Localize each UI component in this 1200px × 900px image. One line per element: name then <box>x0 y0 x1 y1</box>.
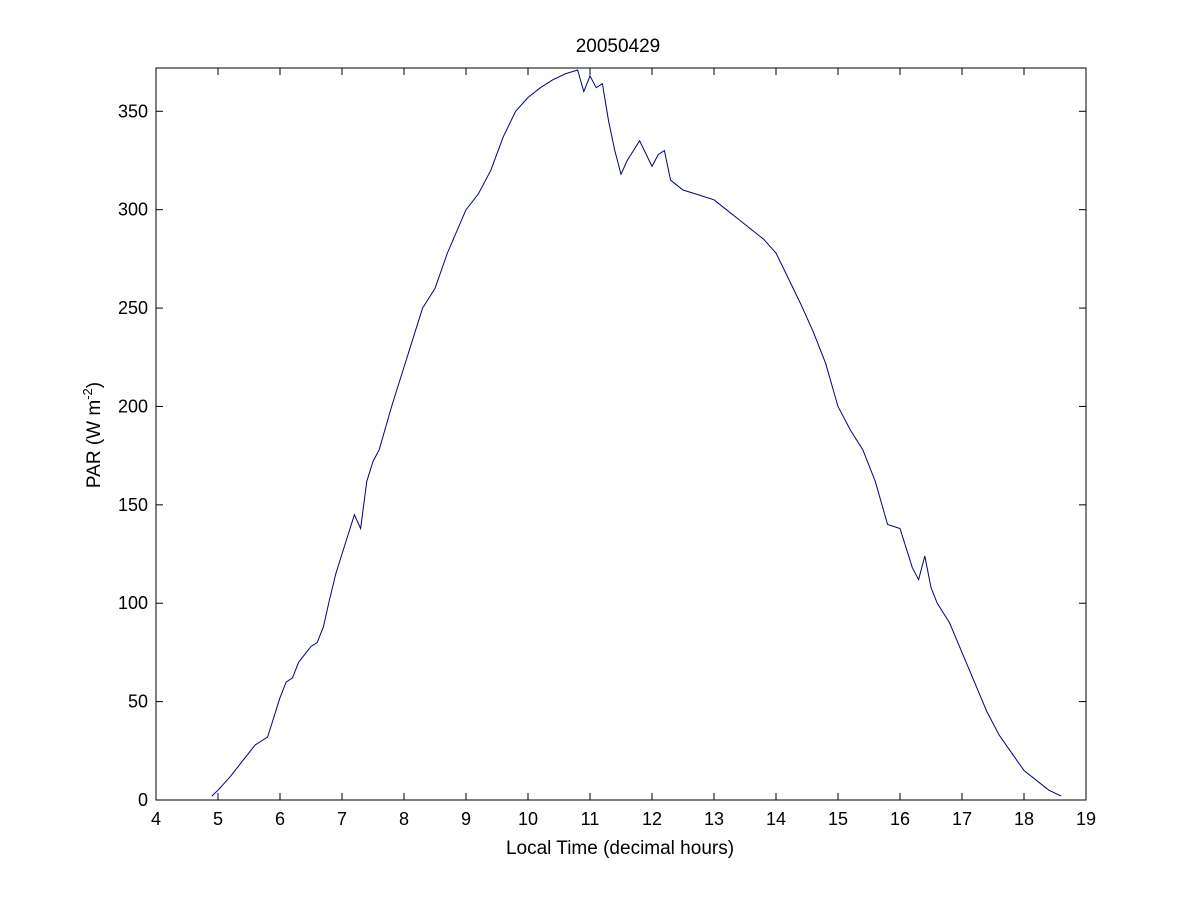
par-series-line <box>211 69 1062 797</box>
plot-frame <box>155 67 1087 801</box>
y-tick-label: 100 <box>118 593 148 613</box>
y-axis-title: PAR (W m-2) <box>80 382 105 488</box>
x-tick-label: 13 <box>704 809 724 829</box>
y-tick-label: 150 <box>118 495 148 515</box>
y-tick-label: 250 <box>118 298 148 318</box>
y-tick-label: 50 <box>128 692 148 712</box>
chart-title: 20050429 <box>576 36 661 57</box>
x-tick-label: 6 <box>275 809 285 829</box>
x-tick-label: 18 <box>1014 809 1034 829</box>
x-tick-label: 12 <box>642 809 662 829</box>
x-tick-label: 5 <box>213 809 223 829</box>
y-axis-title-close: ) <box>84 382 105 388</box>
x-tick-label: 11 <box>581 809 600 829</box>
y-tick-label: 200 <box>118 396 148 416</box>
y-axis-title-superscript: -2 <box>80 388 95 400</box>
x-tick-label: 7 <box>337 809 347 829</box>
x-tick-label: 15 <box>828 809 848 829</box>
x-tick-label: 14 <box>766 809 786 829</box>
y-tick-label: 0 <box>138 790 148 810</box>
x-tick-label: 16 <box>890 809 910 829</box>
x-tick-label: 17 <box>952 809 972 829</box>
y-tick-label: 350 <box>118 101 148 121</box>
x-tick-label: 8 <box>399 809 409 829</box>
x-axis-title: Local Time (decimal hours) <box>506 838 734 859</box>
y-tick-label: 300 <box>118 200 148 220</box>
x-tick-label: 19 <box>1076 809 1096 829</box>
x-tick-label: 9 <box>461 809 471 829</box>
plot-area: 4 5 6 7 8 9 10 11 12 13 14 15 16 17 18 19 0 50 100 150 200 25… <box>118 67 1096 829</box>
x-tick-label: 10 <box>518 809 538 829</box>
y-axis-title-main: PAR (W m <box>84 400 105 488</box>
x-tick-label: 4 <box>151 809 161 829</box>
